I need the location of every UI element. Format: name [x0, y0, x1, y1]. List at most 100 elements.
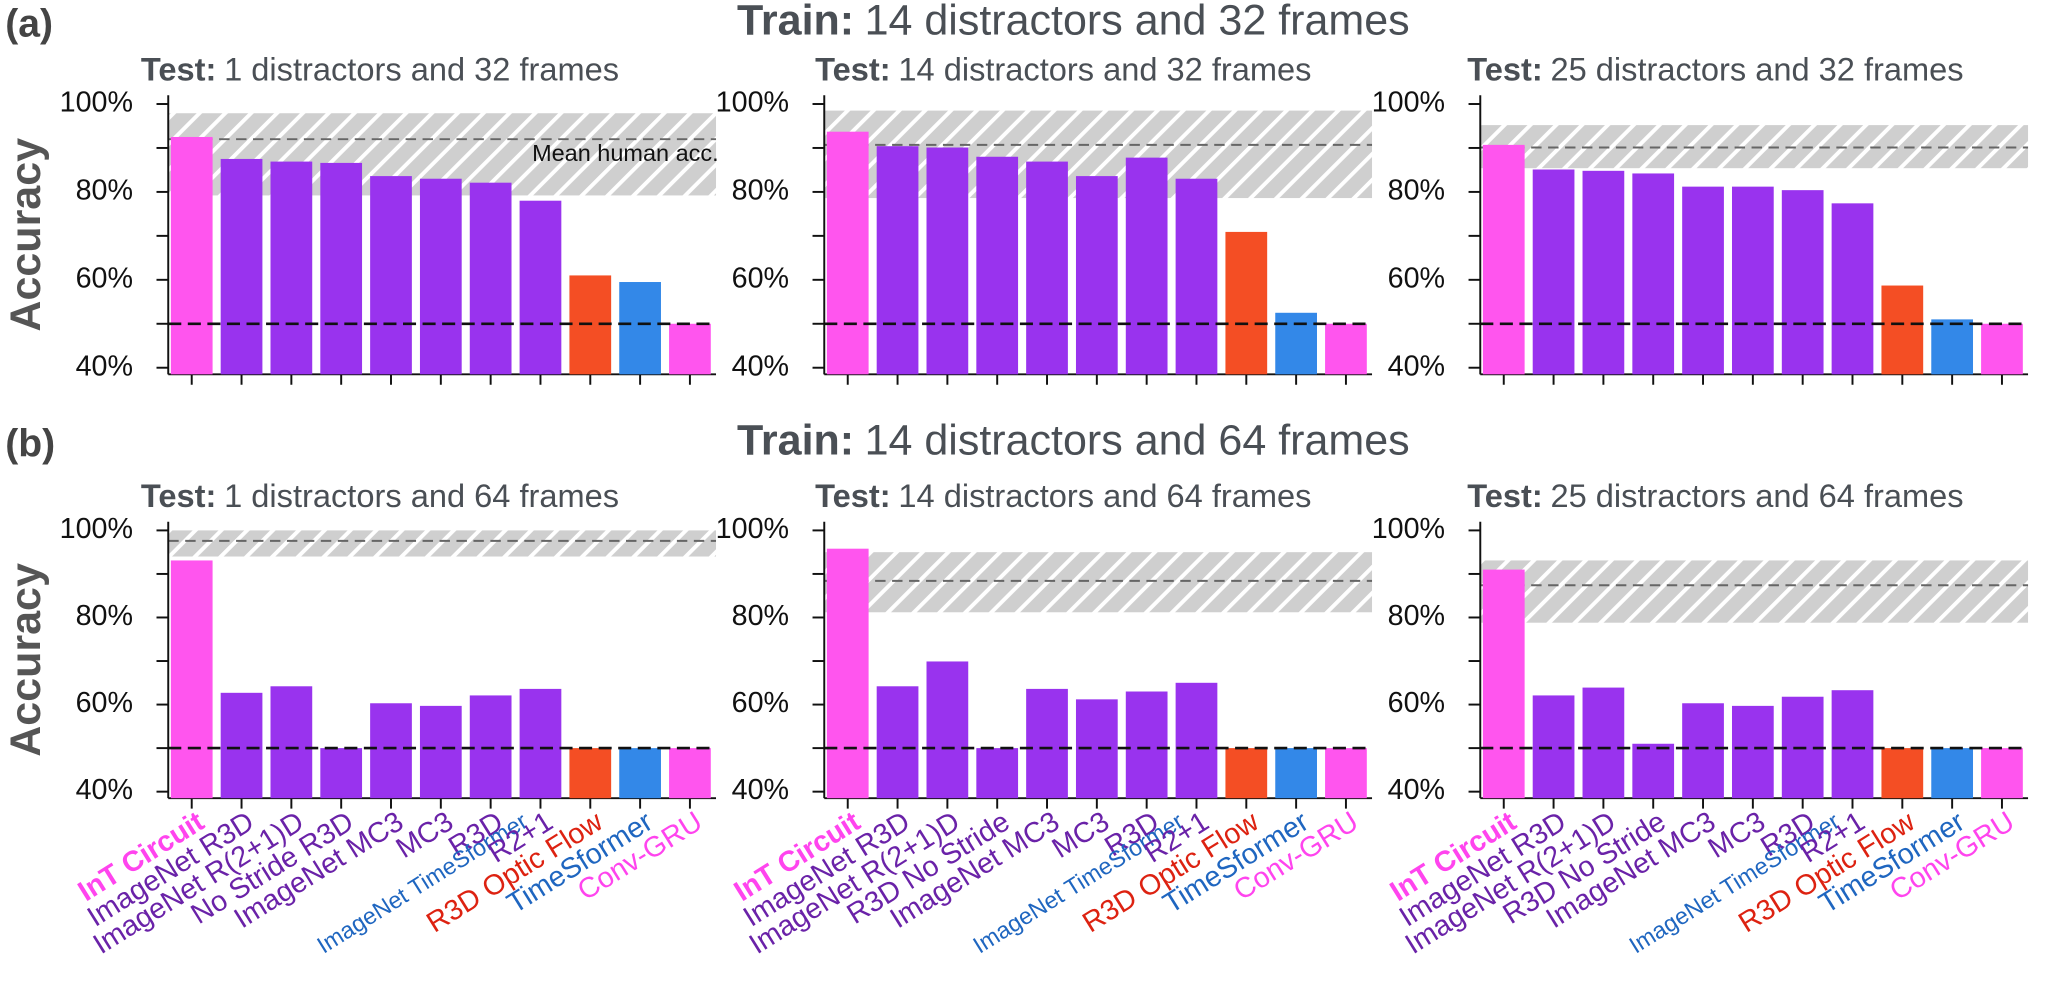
bar [1026, 688, 1068, 799]
bar [1881, 285, 1924, 375]
bar [1831, 690, 1874, 799]
bar [1275, 748, 1317, 799]
title-text: 1 distractors and 64 frames [224, 477, 619, 514]
bar [170, 136, 213, 375]
y-tick-label: 40% [1388, 774, 1445, 806]
bar [1931, 319, 1974, 375]
y-tick-label: 100% [1372, 513, 1445, 545]
y-tick-label: 60% [76, 687, 133, 719]
train-label: Train: [737, 417, 854, 465]
title-label: Test: [1467, 477, 1542, 514]
bar [469, 695, 512, 799]
bar [1682, 186, 1724, 375]
bar [1325, 748, 1367, 799]
bar [1632, 173, 1675, 375]
y-tick-label: 40% [732, 774, 789, 806]
panel-title: Train: 14 distractors and 64 frames [737, 417, 1410, 465]
bar [1731, 186, 1774, 375]
bar [370, 176, 412, 375]
chart-title: Test: 14 distractors and 64 frames [815, 477, 1311, 514]
bar [1881, 748, 1924, 799]
y-tick-label: 60% [732, 687, 789, 719]
y-tick-label: 60% [76, 262, 133, 294]
y-tick-label: 100% [60, 513, 133, 545]
bar [320, 162, 363, 375]
title-label: Test: [141, 477, 216, 514]
bar [826, 548, 869, 799]
train-text: 14 distractors and 64 frames [865, 417, 1410, 465]
bar [370, 703, 412, 799]
title-text: 14 distractors and 64 frames [898, 477, 1311, 514]
bar [669, 748, 711, 799]
y-tick-label: 40% [1388, 350, 1445, 382]
bar [469, 182, 512, 375]
annotation: Mean human acc. [532, 140, 719, 166]
bar [1632, 743, 1675, 799]
y-tick-label: 80% [76, 600, 133, 632]
title-label: Test: [815, 50, 890, 87]
bar [270, 686, 313, 799]
train-text: 14 distractors and 32 frames [865, 0, 1410, 45]
y-axis-label: Accuracy [2, 563, 50, 757]
train-label: Train: [737, 0, 854, 45]
bar [519, 688, 562, 799]
y-tick-label: 80% [76, 174, 133, 206]
bar [1225, 748, 1268, 799]
panel-label: (b) [5, 422, 55, 465]
bar [1175, 178, 1218, 375]
bar [826, 131, 869, 375]
title-label: Test: [141, 50, 216, 87]
y-tick-label: 100% [1372, 87, 1445, 119]
bar [1582, 687, 1625, 799]
bar [619, 748, 661, 799]
bar [1075, 176, 1118, 375]
y-tick-label: 40% [76, 350, 133, 382]
title-label: Test: [1467, 50, 1542, 87]
bar [1981, 748, 2023, 799]
bar [976, 748, 1019, 799]
bar [1931, 748, 1974, 799]
bar [1026, 161, 1068, 375]
bar [1275, 312, 1317, 375]
chart-title: Test: 25 distractors and 32 frames [1467, 50, 1963, 87]
bar [220, 692, 263, 799]
human-range [1480, 560, 2029, 623]
bar [926, 147, 969, 375]
bar [619, 282, 661, 375]
panel-title: Train: 14 distractors and 32 frames [737, 0, 1410, 45]
bar [419, 705, 462, 799]
human-range [824, 552, 1373, 613]
bar [1125, 691, 1168, 799]
title-text: 25 distractors and 32 frames [1551, 50, 1964, 87]
bar [926, 661, 969, 799]
bar [419, 178, 462, 375]
y-axis-label: Accuracy [2, 138, 50, 332]
y-tick-label: 100% [716, 513, 789, 545]
bar [876, 686, 919, 799]
bar [1482, 144, 1525, 375]
bar [270, 161, 313, 375]
bar [569, 748, 612, 799]
bar [1682, 703, 1724, 799]
bar [1175, 682, 1218, 799]
chart-title: Test: 1 distractors and 64 frames [141, 477, 619, 514]
y-tick-label: 80% [732, 174, 789, 206]
bar [170, 560, 213, 799]
bar [1125, 157, 1168, 375]
chart-title: Test: 1 distractors and 32 frames [141, 50, 619, 87]
bar [1532, 169, 1575, 375]
bar [1731, 705, 1774, 799]
bar [320, 748, 363, 799]
bar [876, 146, 919, 375]
bar [1781, 190, 1824, 375]
chart-title: Test: 25 distractors and 64 frames [1467, 477, 1963, 514]
bar [1532, 695, 1575, 799]
bar [1831, 203, 1874, 375]
title-text: 1 distractors and 32 frames [224, 50, 619, 87]
y-tick-label: 80% [732, 600, 789, 632]
panel-label: (a) [5, 2, 53, 45]
human-range [168, 530, 717, 557]
y-tick-label: 80% [1388, 174, 1445, 206]
y-tick-label: 40% [732, 350, 789, 382]
